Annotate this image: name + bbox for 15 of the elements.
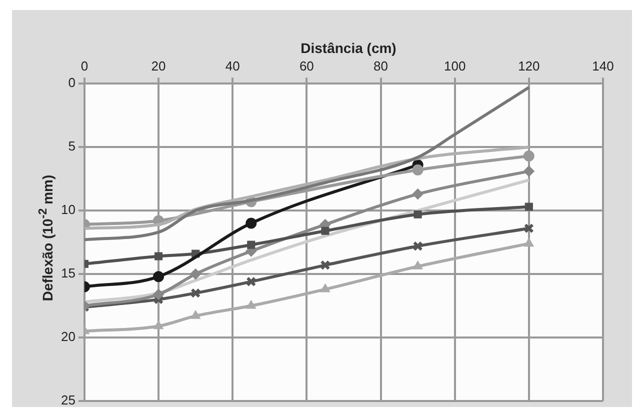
x-tick-label: 40: [225, 58, 240, 74]
x-axis-title: Distância (cm): [300, 40, 398, 56]
x-tick-label: 100: [444, 58, 466, 74]
y-tick-label: 0: [68, 75, 76, 90]
y-tick-label: 15: [60, 266, 76, 281]
x-tick-label: 20: [151, 58, 166, 74]
x-tick-label: 140: [592, 58, 614, 74]
y-tick-label: 20: [60, 329, 76, 344]
x-tick-label: 0: [80, 58, 88, 74]
x-tick-label: 120: [518, 58, 540, 74]
y-tick-label: 25: [60, 392, 76, 408]
x-tick-label: 60: [299, 58, 314, 74]
y-tick-label: 10: [60, 202, 76, 218]
y-tick-label: 5: [68, 138, 76, 154]
x-tick-label: 80: [374, 58, 388, 74]
